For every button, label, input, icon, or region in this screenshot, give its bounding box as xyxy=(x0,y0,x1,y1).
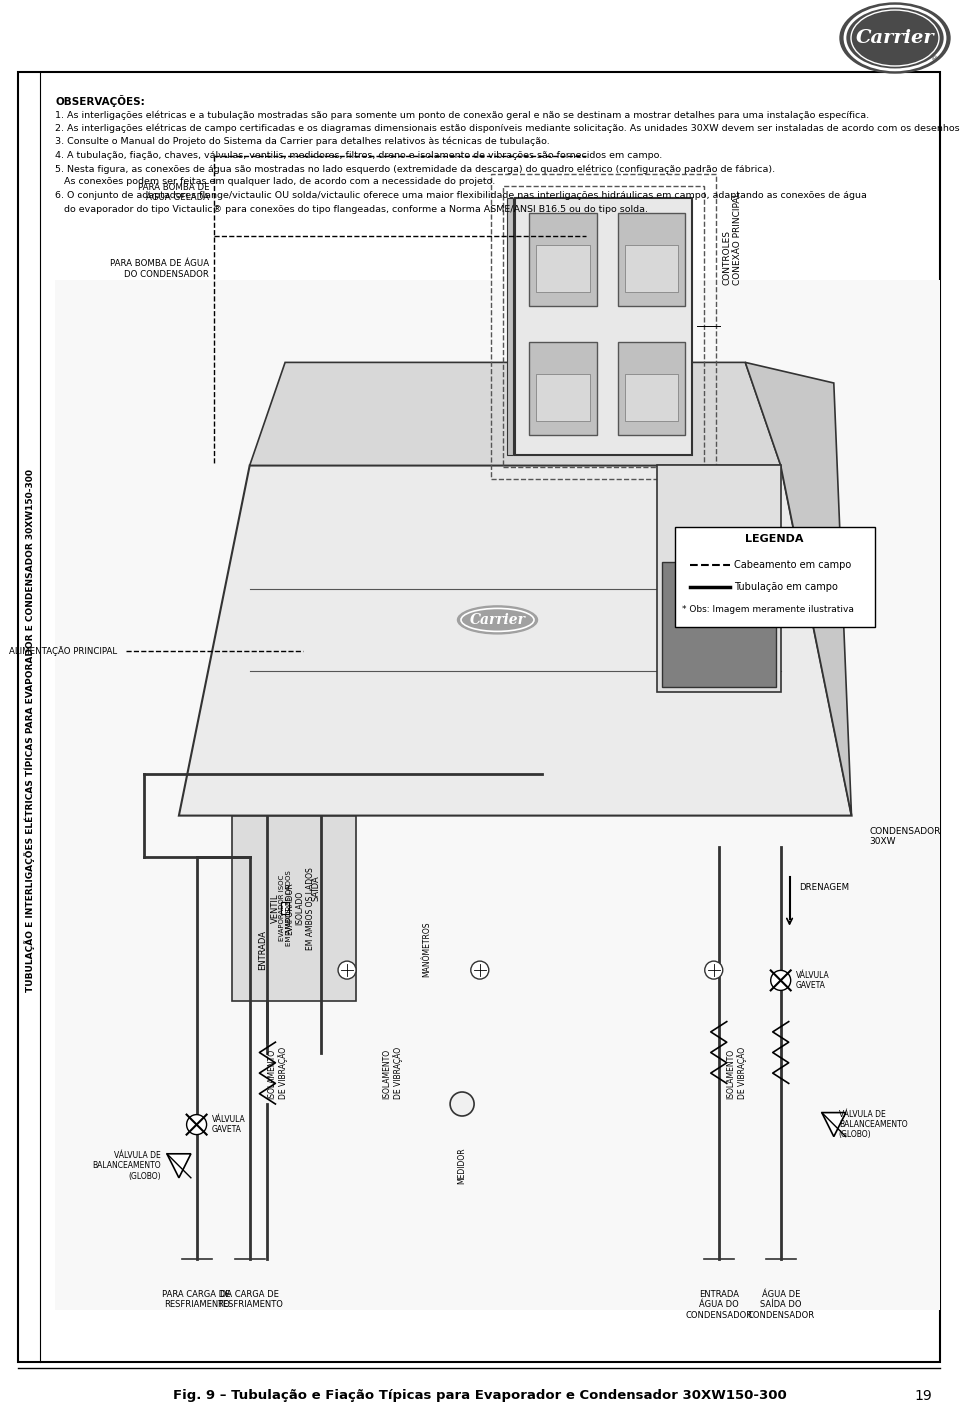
Bar xyxy=(55,280,940,1311)
Text: PARA CARGA DE
RESFRIAMENTO: PARA CARGA DE RESFRIAMENTO xyxy=(162,1291,230,1309)
Text: * Obs: Imagem meramente ilustrativa: * Obs: Imagem meramente ilustrativa xyxy=(683,605,854,613)
Bar xyxy=(675,527,875,628)
Circle shape xyxy=(338,961,356,979)
Text: EVAPORADOR ISOC
EM AMBOS OS LADOS: EVAPORADOR ISOC EM AMBOS OS LADOS xyxy=(279,871,293,946)
Text: Carrier: Carrier xyxy=(469,613,525,628)
Bar xyxy=(625,246,679,292)
Text: 6. O conjunto de adaptadores flange/victaulic OU solda/victaulic oferece uma mai: 6. O conjunto de adaptadores flange/vict… xyxy=(55,191,867,201)
Text: Fig. 9 – Tubulação e Fiação Típicas para Evaporador e Condensador 30XW150-300: Fig. 9 – Tubulação e Fiação Típicas para… xyxy=(173,1389,787,1403)
Text: SAÍDA: SAÍDA xyxy=(312,875,321,901)
Ellipse shape xyxy=(458,606,538,633)
Text: 2. As interligações elétricas de campo certificadas e os diagramas dimensionais : 2. As interligações elétricas de campo c… xyxy=(55,124,960,132)
Ellipse shape xyxy=(840,3,950,73)
Bar xyxy=(516,198,692,455)
Text: VENTIL: VENTIL xyxy=(271,894,280,924)
Text: 1. As interligações elétricas e a tubulação mostradas são para somente um ponto : 1. As interligações elétricas e a tubula… xyxy=(55,110,869,120)
Text: ENTRADA: ENTRADA xyxy=(258,929,268,969)
Text: PARA BOMBA DE ÁGUA
DO CONDENSADOR: PARA BOMBA DE ÁGUA DO CONDENSADOR xyxy=(110,259,209,279)
Circle shape xyxy=(470,961,489,979)
Text: ÁGUA DE
SAÍDA DO
CONDENSADOR: ÁGUA DE SAÍDA DO CONDENSADOR xyxy=(747,1291,814,1319)
Text: ®: ® xyxy=(931,57,938,63)
Text: LEGENDA: LEGENDA xyxy=(745,534,804,544)
Bar xyxy=(503,185,705,467)
Bar xyxy=(536,246,589,292)
Text: 3. Consulte o Manual do Projeto do Sistema da Carrier para detalhes relativos às: 3. Consulte o Manual do Projeto do Siste… xyxy=(55,137,550,147)
Bar xyxy=(529,213,596,306)
Bar xyxy=(232,815,356,1000)
Bar xyxy=(625,374,679,421)
Bar xyxy=(281,902,289,915)
Polygon shape xyxy=(250,363,780,465)
Text: PARA BOMBA DE
ÁGUA GELADA: PARA BOMBA DE ÁGUA GELADA xyxy=(137,182,209,202)
Text: MEDIDOR: MEDIDOR xyxy=(458,1147,467,1184)
Text: ISOLAMENTO
DE VIBRAÇÃO: ISOLAMENTO DE VIBRAÇÃO xyxy=(382,1047,403,1099)
Text: Cabeamento em campo: Cabeamento em campo xyxy=(734,561,852,571)
Text: Tubulação em campo: Tubulação em campo xyxy=(734,582,838,592)
Text: VÁLVULA
GAVETA: VÁLVULA GAVETA xyxy=(211,1114,246,1134)
Bar xyxy=(661,562,776,687)
Bar xyxy=(492,174,716,480)
Bar xyxy=(507,198,514,455)
Text: VÁLVULA DE
BALANCEAMENTO
(GLOBO): VÁLVULA DE BALANCEAMENTO (GLOBO) xyxy=(92,1151,161,1181)
Text: VÁLVULA
GAVETA: VÁLVULA GAVETA xyxy=(796,970,829,990)
Bar xyxy=(618,213,685,306)
Text: MANÔMETROS: MANÔMETROS xyxy=(422,922,431,978)
Text: 4. A tubulação, fiação, chaves, válvulas, ventilis, medidores, filtros, dreno e : 4. A tubulação, fiação, chaves, válvulas… xyxy=(55,151,662,159)
Polygon shape xyxy=(745,363,852,815)
Text: CONDENSADOR
30XW: CONDENSADOR 30XW xyxy=(869,827,941,845)
Text: OBSERVAÇÕES:: OBSERVAÇÕES: xyxy=(55,95,145,107)
Text: Carrier: Carrier xyxy=(855,28,934,47)
Text: do evaporador do tipo Victaulic® para conexões do tipo flangeadas, conforme a No: do evaporador do tipo Victaulic® para co… xyxy=(55,205,648,213)
Text: TUBULAÇÃO E INTERLIGAÇÕES ELÉTRICAS TÍPICAS PARA EVAPORADOR E CONDENSADOR 30XW15: TUBULAÇÃO E INTERLIGAÇÕES ELÉTRICAS TÍPI… xyxy=(25,468,36,992)
Bar xyxy=(529,342,596,434)
Text: VÁLVULA DE
BALANCEAMENTO
(GLOBO): VÁLVULA DE BALANCEAMENTO (GLOBO) xyxy=(839,1110,907,1140)
Text: ISOLAMENTO
DE VIBRAÇÃO: ISOLAMENTO DE VIBRAÇÃO xyxy=(727,1047,747,1099)
Text: ALIMENTAÇÃO PRINCIPAL: ALIMENTAÇÃO PRINCIPAL xyxy=(9,646,117,656)
Text: 5. Nesta figura, as conexões de água são mostradas no lado esquerdo (extremidade: 5. Nesta figura, as conexões de água são… xyxy=(55,164,775,174)
Circle shape xyxy=(771,970,791,990)
Polygon shape xyxy=(822,1113,846,1137)
Text: DRENAGEM: DRENAGEM xyxy=(800,884,850,892)
Circle shape xyxy=(186,1114,206,1134)
Text: ENTRADA
ÁGUA DO
CONDENSADOR: ENTRADA ÁGUA DO CONDENSADOR xyxy=(685,1291,753,1319)
Text: CONTROLES
CONEXÃO PRINCIPAL: CONTROLES CONEXÃO PRINCIPAL xyxy=(722,192,741,286)
Text: DA CARGA DE
RESFRIAMENTO: DA CARGA DE RESFRIAMENTO xyxy=(217,1291,282,1309)
Polygon shape xyxy=(179,465,852,815)
Bar xyxy=(536,374,589,421)
Text: 19: 19 xyxy=(914,1389,932,1403)
Bar xyxy=(618,342,685,434)
Circle shape xyxy=(705,961,723,979)
Text: ISOLAMENTO
DE VIBRAÇÃO: ISOLAMENTO DE VIBRAÇÃO xyxy=(268,1047,288,1099)
Bar xyxy=(657,465,780,692)
Text: As conexões podem ser feitas em qualquer lado, de acordo com a necessidade do pr: As conexões podem ser feitas em qualquer… xyxy=(55,178,495,186)
Polygon shape xyxy=(167,1154,191,1178)
Circle shape xyxy=(450,1091,474,1116)
Text: EVAPORADOR
ISOLADO
EM AMBOS OS LADOS: EVAPORADOR ISOLADO EM AMBOS OS LADOS xyxy=(285,867,315,949)
